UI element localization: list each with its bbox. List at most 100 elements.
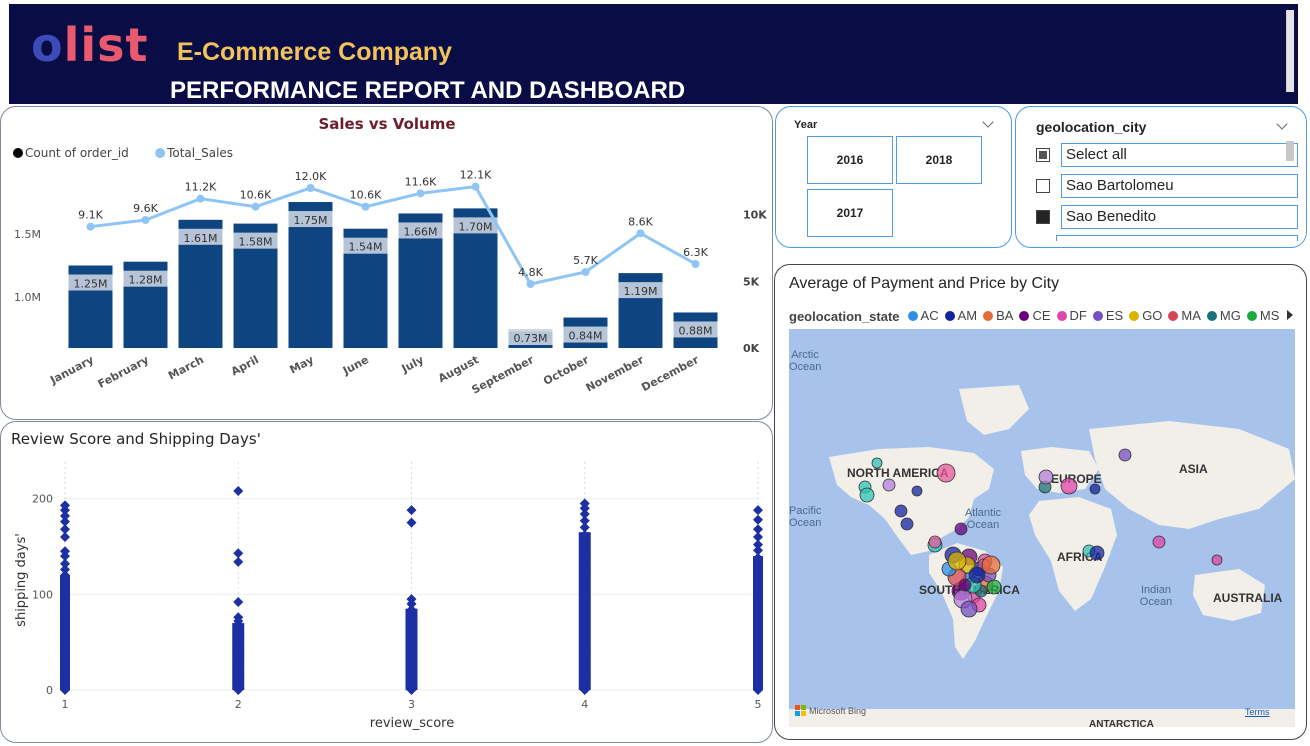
checkbox-icon[interactable] (1036, 147, 1050, 162)
map-legend-item-ac[interactable]: AC (907, 308, 939, 323)
scatter-point[interactable] (60, 510, 70, 521)
scatter-point[interactable] (753, 524, 763, 535)
map-terms-link[interactable]: Terms (1245, 707, 1270, 717)
scatter-point[interactable] (579, 522, 590, 533)
scatter-point[interactable] (753, 539, 763, 550)
map-bubble[interactable] (871, 457, 883, 469)
scatter-point[interactable] (406, 505, 417, 516)
scatter-point[interactable] (60, 531, 70, 542)
scatter-point[interactable] (60, 558, 70, 569)
scatter-point[interactable] (753, 531, 763, 542)
order-count-point[interactable] (416, 189, 425, 198)
order-count-point[interactable] (251, 202, 260, 211)
map-bubble[interactable] (1152, 535, 1166, 549)
map-legend-title: geolocation_state (789, 308, 900, 324)
year-button-2016[interactable]: 2016 (807, 136, 893, 184)
order-count-point[interactable] (636, 229, 645, 238)
map-legend-item-ce[interactable]: CE (1019, 308, 1051, 323)
order-count-point[interactable] (471, 182, 480, 191)
map-bubble[interactable] (900, 517, 914, 531)
legend-next-icon[interactable] (1287, 310, 1293, 320)
order-count-point[interactable] (196, 194, 205, 203)
map-bubble-layer[interactable] (789, 329, 1295, 727)
line-data-label: 12.0K (295, 170, 327, 183)
scatter-point[interactable] (60, 551, 70, 562)
city-item-sao-bartolomeu[interactable]: Sao Bartolomeu (1036, 173, 1298, 198)
city-list-scrollbar[interactable] (1286, 141, 1294, 161)
map-legend-item-am[interactable]: AM (944, 308, 977, 323)
scatter-point[interactable] (60, 516, 70, 527)
scatter-point (579, 633, 590, 644)
order-count-point[interactable] (361, 202, 370, 211)
map-bubble[interactable] (1060, 477, 1078, 495)
map-bubble[interactable] (1211, 554, 1223, 566)
map-legend-item-df[interactable]: DF (1056, 308, 1087, 323)
map-legend-item-mg[interactable]: MG (1206, 308, 1241, 323)
map-bubble[interactable] (1038, 469, 1054, 485)
scatter-point (233, 673, 244, 684)
checkbox-icon[interactable] (1036, 209, 1050, 224)
order-count-point[interactable] (86, 222, 95, 231)
scatter-point[interactable] (406, 598, 417, 609)
map-bubble[interactable] (947, 551, 967, 571)
scatter-point[interactable] (233, 616, 244, 627)
world-map[interactable]: NORTH AMERICA EUROPE ASIA AFRICA SOUTH A… (789, 329, 1295, 727)
map-bubble[interactable] (960, 600, 978, 618)
map-bubble[interactable] (986, 579, 1002, 595)
scatter-point[interactable] (406, 517, 417, 528)
scatter-point[interactable] (753, 545, 763, 556)
scatter-point[interactable] (60, 505, 70, 516)
map-legend-item-ma[interactable]: MA (1168, 308, 1201, 323)
map-bubble[interactable] (936, 463, 956, 483)
scatter-point[interactable] (60, 564, 70, 575)
order-count-point[interactable] (141, 216, 150, 224)
scatter-point (579, 530, 590, 541)
city-item-sao-benedito[interactable]: Sao Benedito (1036, 204, 1298, 229)
map-bubble[interactable] (928, 535, 942, 549)
scatter-point[interactable] (579, 503, 590, 514)
scatter-point[interactable] (60, 524, 70, 535)
scatter-point[interactable] (579, 509, 590, 519)
chevron-down-icon[interactable] (982, 116, 994, 128)
map-legend-item-ms[interactable]: MS (1246, 308, 1279, 323)
order-count-point[interactable] (526, 280, 535, 288)
year-button-2017[interactable]: 2017 (807, 189, 893, 237)
scatter-point[interactable] (233, 556, 244, 567)
scatter-point (233, 621, 244, 632)
map-bubble[interactable] (958, 578, 972, 592)
map-bubble[interactable] (981, 555, 1001, 575)
scatter-point[interactable] (233, 597, 244, 607)
scatter-point[interactable] (753, 514, 763, 525)
map-bubble[interactable] (882, 478, 896, 492)
map-bubble[interactable] (954, 522, 968, 536)
year-button-2018[interactable]: 2018 (896, 136, 982, 184)
page-scrollbar[interactable] (1286, 10, 1294, 92)
order-count-point[interactable] (306, 184, 315, 192)
map-bubble[interactable] (1118, 448, 1132, 462)
map-bubble[interactable] (968, 566, 986, 584)
sales-vs-volume-panel: Sales vs Volume Count of order_id Total_S… (0, 106, 773, 420)
bar-label-bg (343, 237, 388, 254)
line-data-label: 11.6K (405, 175, 437, 188)
y-tick: 100 (32, 588, 53, 601)
scatter-point[interactable] (233, 486, 244, 497)
chevron-down-icon[interactable] (1276, 118, 1288, 130)
order-count-point[interactable] (581, 268, 590, 276)
map-bubble[interactable] (894, 504, 908, 518)
scatter-point[interactable] (233, 548, 244, 559)
map-legend-item-go[interactable]: GO (1129, 308, 1162, 323)
scatter-point[interactable] (753, 505, 763, 516)
map-legend-item-es[interactable]: ES (1092, 308, 1123, 323)
map-bubble[interactable] (859, 487, 875, 503)
map-bubble[interactable] (1089, 545, 1105, 561)
scatter-point (60, 650, 70, 661)
map-bubble[interactable] (911, 485, 923, 497)
line-data-label: 10.6K (350, 189, 382, 202)
checkbox-icon[interactable] (1036, 178, 1050, 193)
map-bubble[interactable] (1089, 483, 1101, 495)
order-count-point[interactable] (691, 260, 700, 268)
city-item-select-all[interactable]: Select all (1036, 142, 1298, 167)
scatter-point (406, 685, 417, 695)
map-legend-item-ba[interactable]: BA (983, 308, 1013, 323)
scatter-point[interactable] (579, 515, 590, 526)
